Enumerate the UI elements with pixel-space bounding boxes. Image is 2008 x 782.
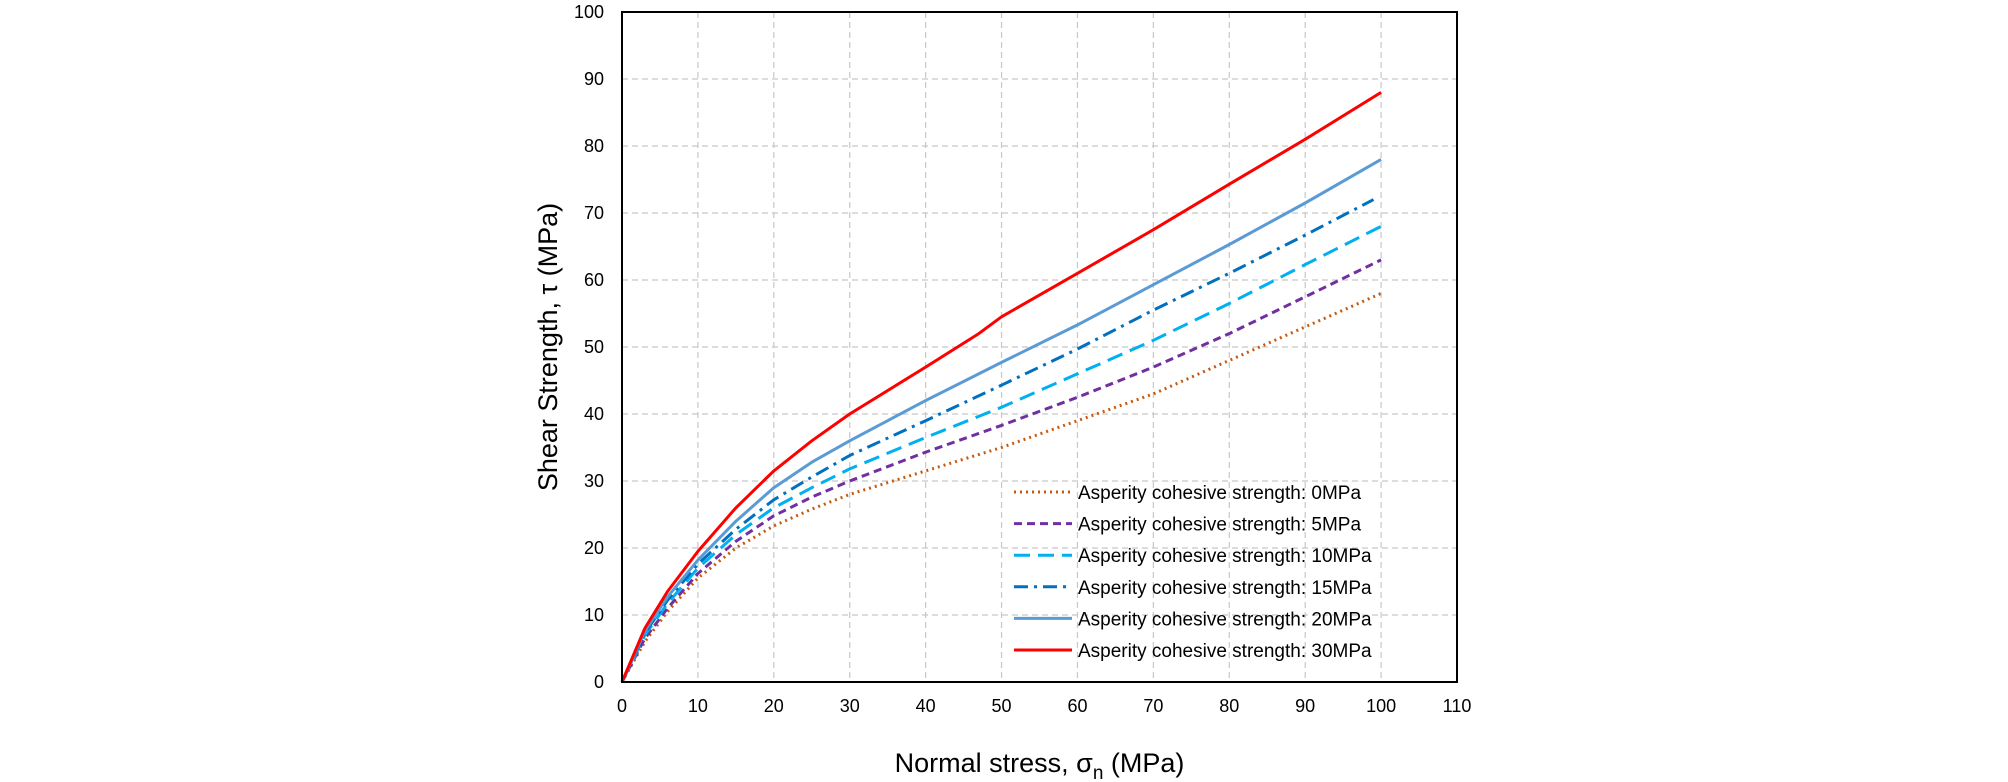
x-tick-label-110: 110 <box>1443 696 1472 716</box>
legend-label-5: Asperity cohesive strength: 30MPa <box>1078 641 1372 662</box>
x-tick-label-70: 70 <box>1143 696 1163 716</box>
y-tick-label-20: 20 <box>584 538 604 558</box>
legend: Asperity cohesive strength: 0MPa Asperity… <box>1014 483 1372 662</box>
legend-label-3: Asperity cohesive strength: 15MPa <box>1078 578 1372 599</box>
series-line-4 <box>620 158 1382 683</box>
series-line-1 <box>620 258 1382 683</box>
x-tick-label-50: 50 <box>992 696 1012 716</box>
y-tick-label-40: 40 <box>584 404 604 424</box>
gridlines <box>622 11 1458 682</box>
x-tick-label-90: 90 <box>1295 696 1315 716</box>
series-line-3 <box>620 198 1375 683</box>
y-tick-label-0: 0 <box>594 672 604 692</box>
y-tick-label-50: 50 <box>584 337 604 357</box>
x-axis-title-suffix: (MPa) <box>1103 748 1184 778</box>
x-tick-label-30: 30 <box>840 696 860 716</box>
x-tick-label-10: 10 <box>688 696 708 716</box>
x-axis-title-main: Normal stress, σ <box>895 748 1094 778</box>
y-tick-label-90: 90 <box>584 69 604 89</box>
legend-label-2: Asperity cohesive strength: 10MPa <box>1078 546 1372 567</box>
plot-area-frame <box>621 11 1458 683</box>
y-tick-label-100: 100 <box>574 2 604 22</box>
series-lines <box>620 91 1382 683</box>
x-axis-title: Normal stress, σn (MPa) <box>895 748 1185 782</box>
legend-label-0: Asperity cohesive strength: 0MPa <box>1078 483 1361 504</box>
y-tick-label-60: 60 <box>584 270 604 290</box>
y-axis-title: Shear Strength, τ (MPa) <box>533 203 563 491</box>
x-tick-label-40: 40 <box>916 696 936 716</box>
x-tick-label-80: 80 <box>1219 696 1239 716</box>
series-line-5 <box>620 91 1382 683</box>
y-tick-label-70: 70 <box>584 203 604 223</box>
legend-label-1: Asperity cohesive strength: 5MPa <box>1078 515 1361 536</box>
legend-label-4: Asperity cohesive strength: 20MPa <box>1078 609 1372 630</box>
y-tick-label-80: 80 <box>584 136 604 156</box>
y-tick-label-30: 30 <box>584 471 604 491</box>
series-line-0 <box>620 292 1382 683</box>
x-axis-title-subscript: n <box>1093 763 1104 782</box>
y-axis-tick-labels: 0 10 20 30 40 50 60 70 80 90 100 <box>574 2 604 692</box>
x-axis-tick-labels: 0 10 20 30 40 50 60 70 80 90 100 110 <box>617 696 1471 716</box>
x-tick-label-20: 20 <box>764 696 784 716</box>
x-tick-label-100: 100 <box>1366 696 1396 716</box>
x-tick-label-60: 60 <box>1067 696 1087 716</box>
y-tick-label-10: 10 <box>584 605 604 625</box>
x-tick-label-0: 0 <box>617 696 627 716</box>
series-line-2 <box>620 225 1382 683</box>
